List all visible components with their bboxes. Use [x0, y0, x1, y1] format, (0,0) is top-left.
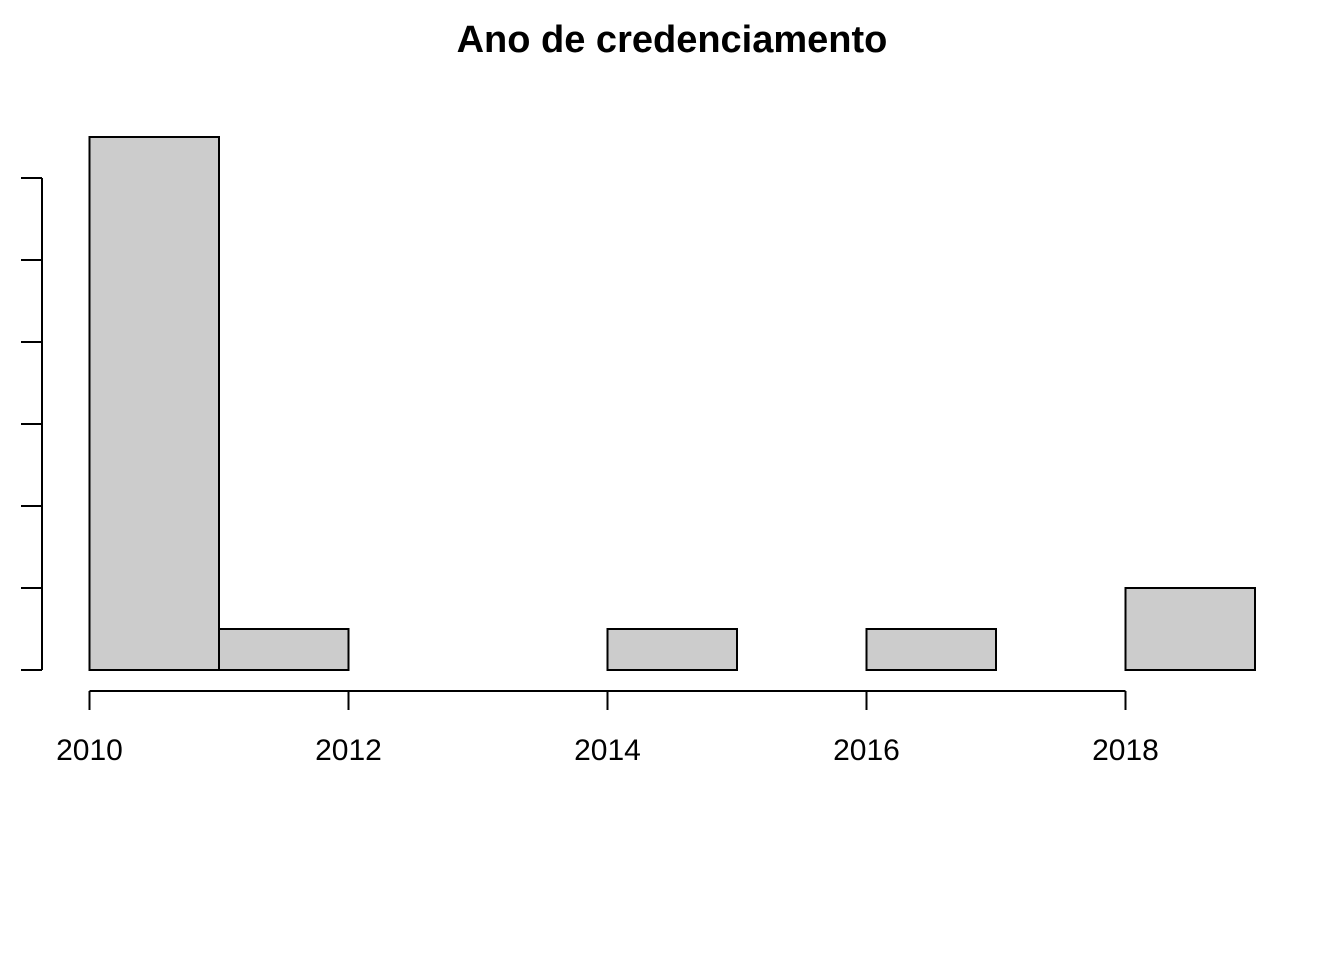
x-tick-label-2012: 2012	[315, 734, 382, 767]
x-tick-label-2018: 2018	[1092, 734, 1159, 767]
y-axis	[21, 177, 43, 671]
x-tick-label-2010: 2010	[56, 734, 123, 767]
bars-group	[88, 136, 1256, 671]
histogram-bar-2011	[218, 628, 350, 671]
chart-title: Ano de credenciamento	[457, 19, 888, 61]
histogram-bar-2010	[88, 136, 220, 671]
x-tick-label-2016: 2016	[833, 734, 900, 767]
x-tick-label-2014: 2014	[574, 734, 641, 767]
histogram-bar-2018	[1124, 587, 1256, 671]
histogram-bar-2016	[865, 628, 997, 671]
x-axis: 2010 2012 2014 2016 2018	[56, 690, 1159, 767]
histogram-bar-2014	[606, 628, 738, 671]
